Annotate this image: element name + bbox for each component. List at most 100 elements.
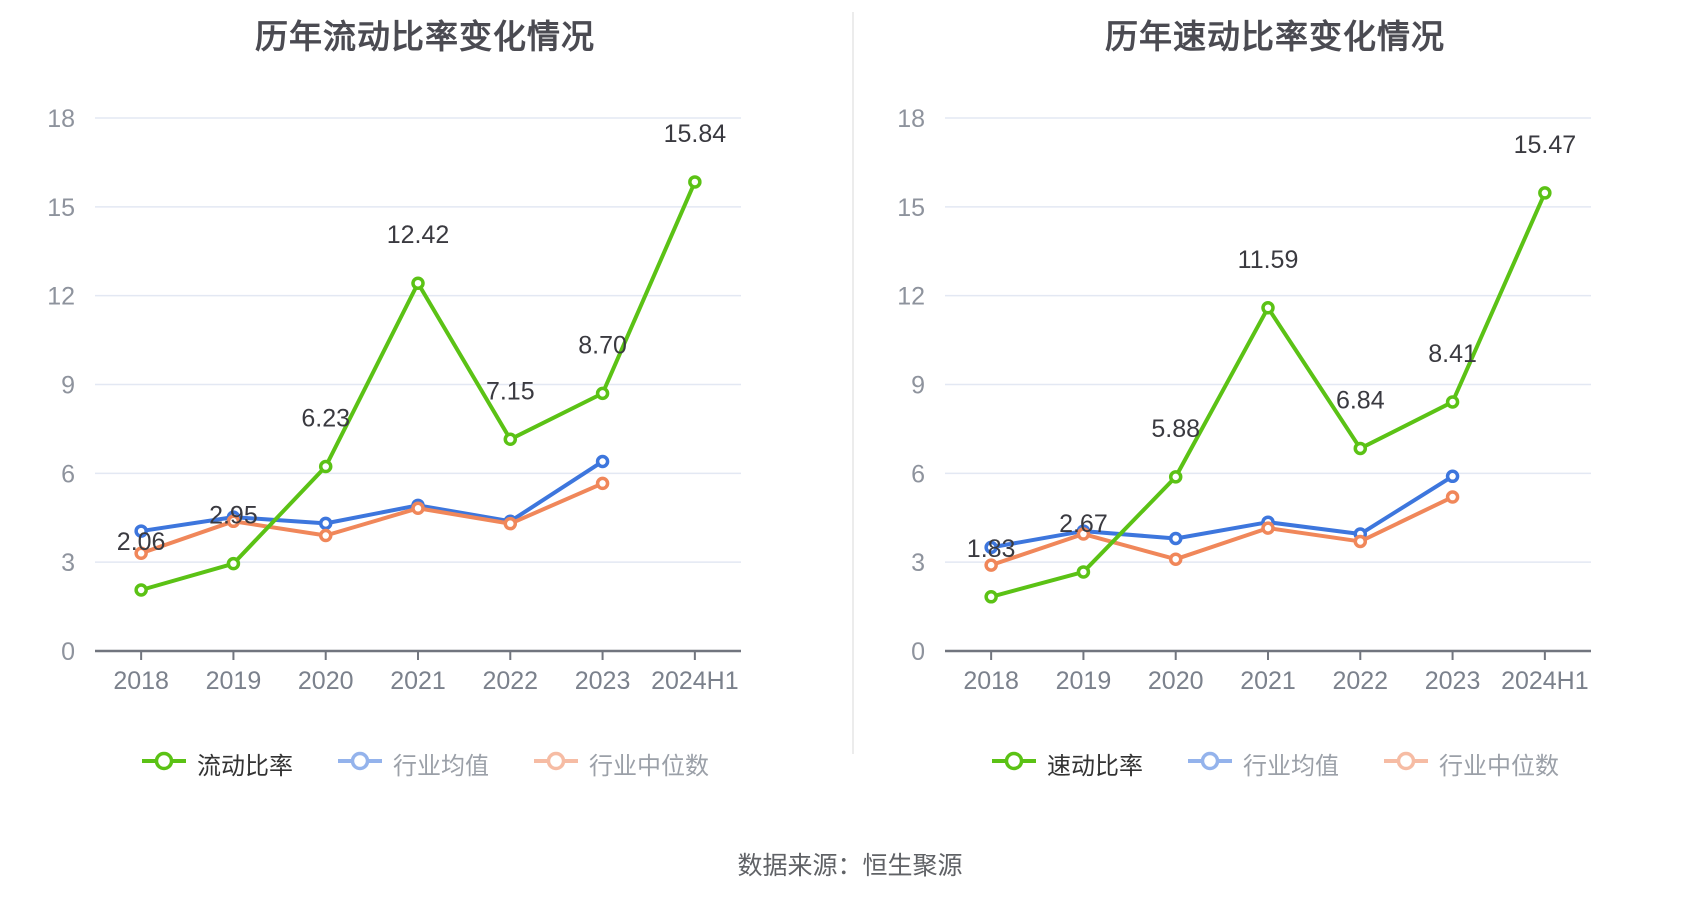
data-point [984, 558, 998, 572]
x-tick-label: 2019 [206, 667, 262, 695]
data-point [595, 386, 610, 401]
legend-item-label: 行业均值 [393, 753, 489, 780]
value-label: 1.83 [967, 535, 1016, 563]
data-point [411, 276, 425, 290]
chart-title: 历年速动比率变化情况 [1105, 18, 1445, 55]
data-point [1353, 441, 1368, 456]
data-point [688, 175, 702, 189]
x-tick-label: 2023 [575, 667, 631, 695]
x-tick-label: 2024H1 [1501, 667, 1589, 695]
line-marker-icon [1187, 750, 1233, 777]
x-tick-label: 2022 [482, 667, 538, 695]
line-marker-icon [141, 750, 187, 777]
chart-title: 历年流动比率变化情况 [255, 18, 595, 55]
line-marker-icon [533, 750, 579, 777]
data-point [1261, 301, 1275, 315]
y-tick-label: 15 [897, 194, 925, 222]
value-label: 8.41 [1428, 340, 1477, 368]
value-label: 2.95 [209, 502, 258, 530]
value-label: 2.06 [117, 528, 166, 556]
legend-item-current-ratio[interactable]: 流动比率 [141, 746, 293, 781]
x-tick-label: 2021 [390, 667, 446, 695]
legend-item-label: 流动比率 [197, 753, 293, 780]
x-tick-label: 2024H1 [651, 667, 739, 695]
data-point [1353, 534, 1368, 549]
data-point [595, 454, 610, 469]
data-point [984, 590, 998, 604]
legend: 速动比率 行业均值 行业中位数 [850, 746, 1700, 781]
y-tick-label: 0 [61, 638, 75, 666]
x-tick-label: 2022 [1332, 667, 1388, 695]
legend-item-industry-mean[interactable]: 行业均值 [1187, 746, 1339, 781]
data-point [595, 476, 610, 491]
data-point [1445, 395, 1460, 409]
line-marker-icon [991, 750, 1037, 777]
legend-item-industry-median[interactable]: 行业中位数 [1383, 746, 1559, 781]
y-tick-label: 3 [911, 549, 925, 577]
y-tick-label: 3 [61, 549, 75, 577]
data-point [318, 516, 333, 531]
panel-divider [852, 12, 854, 754]
value-label: 12.42 [387, 221, 450, 249]
data-point [318, 459, 333, 474]
data-point [1168, 470, 1183, 484]
line-marker-icon [1383, 750, 1429, 777]
legend-item-label: 行业均值 [1243, 753, 1339, 780]
quick-ratio-chart-canvas: 0 3 6 9 12 15 18 2018 2019 2020 2021 2022 2023 2024H1… [897, 105, 1591, 695]
data-point [1076, 565, 1091, 579]
legend-item-label: 行业中位数 [589, 753, 709, 780]
y-tick-label: 6 [61, 460, 75, 488]
y-tick-label: 18 [47, 105, 75, 133]
x-tick-label: 2018 [963, 667, 1019, 695]
value-label: 8.70 [578, 331, 627, 359]
y-tick-label: 15 [47, 194, 75, 222]
legend: 流动比率 行业均值 行业中位数 [0, 746, 850, 781]
y-tick-label: 18 [897, 105, 925, 133]
data-point [1076, 527, 1091, 541]
data-point [503, 516, 518, 531]
value-label: 6.23 [301, 405, 350, 433]
series-line-1 [139, 459, 605, 534]
data-source-note: 数据来源：恒生聚源 [737, 852, 963, 880]
series-line-2 [139, 481, 605, 556]
data-point [1261, 521, 1275, 535]
value-label: 15.84 [664, 120, 727, 148]
x-tick-label: 2020 [298, 667, 354, 695]
x-tick-label: 2018 [113, 667, 169, 695]
series-line-1 [989, 474, 1455, 550]
value-label: 2.67 [1059, 510, 1108, 538]
y-tick-label: 6 [911, 460, 925, 488]
line-marker-icon [337, 750, 383, 777]
value-label: 5.88 [1151, 415, 1200, 443]
data-point [1168, 531, 1183, 546]
quick-ratio-chart-panel: 0 3 6 9 12 15 18 2018 2019 2020 2021 2022 2023 2024H1… [850, 0, 1700, 810]
y-tick-label: 9 [61, 372, 75, 400]
legend-item-label: 行业中位数 [1439, 753, 1559, 780]
data-point [503, 432, 518, 447]
data-point [411, 501, 425, 516]
legend-item-industry-mean[interactable]: 行业均值 [337, 746, 489, 781]
x-tick-label: 2020 [1148, 667, 1204, 695]
legend-item-quick-ratio[interactable]: 速动比率 [991, 746, 1143, 781]
value-label: 7.15 [486, 377, 535, 405]
data-point [1445, 490, 1460, 504]
data-point [226, 556, 241, 571]
data-point [134, 524, 148, 538]
series-line-2 [989, 495, 1455, 568]
legend-item-industry-median[interactable]: 行业中位数 [533, 746, 709, 781]
y-tick-label: 12 [47, 283, 75, 311]
data-point [1538, 186, 1552, 200]
x-tick-label: 2023 [1425, 667, 1481, 695]
data-point [318, 528, 333, 543]
data-point [226, 514, 241, 529]
data-point [984, 540, 998, 555]
current-ratio-chart-canvas: 0 3 6 9 12 15 18 2018 2019 2020 2021 2022 2023 2024H1… [47, 105, 741, 695]
y-tick-label: 9 [911, 372, 925, 400]
current-ratio-chart-panel: 0 3 6 9 12 15 18 2018 2019 2020 2021 2022 2023 2024H1… [0, 0, 850, 810]
legend-item-label: 速动比率 [1047, 753, 1143, 780]
data-point [1168, 552, 1183, 566]
x-tick-label: 2019 [1056, 667, 1112, 695]
value-label: 6.84 [1336, 386, 1385, 414]
value-label: 15.47 [1514, 131, 1577, 159]
y-tick-label: 0 [911, 638, 925, 666]
